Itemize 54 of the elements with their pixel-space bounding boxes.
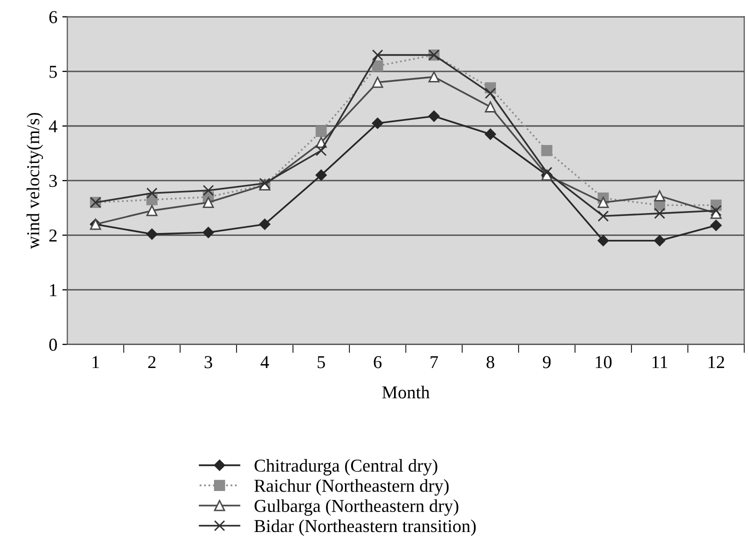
x-tick-label: 10 xyxy=(596,356,612,368)
y-tick-label: 3 xyxy=(49,174,57,188)
y-tick-label: 1 xyxy=(50,284,57,296)
point xyxy=(654,190,666,202)
legend-label: Bidar (Northeastern transition) xyxy=(254,519,476,536)
point xyxy=(316,126,327,138)
point xyxy=(654,235,666,246)
point xyxy=(710,205,722,216)
y-tick-label: 6 xyxy=(49,11,58,24)
legend-label: Gulbarga (Northeastern dry) xyxy=(254,499,458,516)
point xyxy=(146,228,158,240)
x-tick-label: 1 xyxy=(92,356,99,368)
point xyxy=(484,101,496,112)
point xyxy=(598,210,609,222)
point xyxy=(202,226,214,238)
point xyxy=(372,76,384,88)
x-tick-label: 4 xyxy=(260,356,269,368)
point xyxy=(372,60,384,72)
point xyxy=(202,184,214,196)
point xyxy=(372,49,384,61)
x-axis-title: Month xyxy=(382,386,430,398)
point xyxy=(316,170,327,181)
point xyxy=(259,218,270,230)
x-tick-label: 12 xyxy=(708,356,724,368)
point xyxy=(598,235,609,246)
x-tick-label: 6 xyxy=(374,356,382,368)
point xyxy=(202,196,214,208)
point xyxy=(654,208,666,219)
x-tick-label: 11 xyxy=(652,356,668,368)
x-tick-label: 9 xyxy=(542,356,551,368)
legend-label: Chitradurga (Central dry) xyxy=(254,459,438,476)
point xyxy=(484,88,496,99)
point xyxy=(541,145,552,156)
y-axis-title: wind velocity(m/s) xyxy=(26,112,44,250)
legend-label: Raichur (Northeastern dry) xyxy=(254,479,449,496)
point xyxy=(484,128,496,140)
point xyxy=(372,118,384,129)
y-tick-label: 2 xyxy=(49,230,57,242)
y-tick-label: 4 xyxy=(48,120,58,132)
point xyxy=(598,196,609,208)
point xyxy=(541,166,552,178)
point xyxy=(146,188,158,199)
point xyxy=(146,205,158,216)
point xyxy=(428,110,440,122)
x-tick-label: 2 xyxy=(148,356,156,368)
x-tick-label: 8 xyxy=(486,356,494,368)
point xyxy=(428,71,440,82)
point xyxy=(710,220,722,231)
y-tick-label: 0 xyxy=(49,338,57,351)
y-tick-label: 5 xyxy=(50,66,57,78)
x-tick-label: 3 xyxy=(204,356,212,368)
point xyxy=(316,145,327,156)
x-tick-label: 5 xyxy=(318,356,325,368)
x-tick-label: 7 xyxy=(430,356,438,368)
